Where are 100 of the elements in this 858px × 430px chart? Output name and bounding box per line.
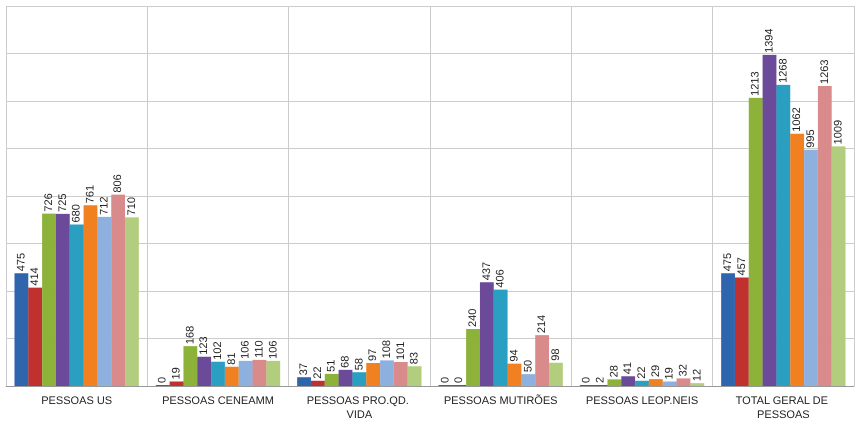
bar — [521, 374, 536, 386]
bar — [84, 205, 98, 386]
data-label: 28 — [608, 365, 620, 378]
data-label: 12 — [691, 368, 704, 382]
data-label: 0 — [156, 376, 169, 383]
bar — [394, 362, 408, 386]
data-label: 1268 — [777, 58, 790, 83]
data-label: 106 — [240, 340, 252, 359]
data-label: 725 — [56, 193, 69, 212]
bar — [776, 84, 790, 386]
bar — [56, 214, 70, 386]
bar — [211, 362, 225, 386]
data-label: 437 — [480, 262, 493, 280]
bar — [721, 273, 735, 386]
data-label: 712 — [98, 196, 110, 215]
data-label: 414 — [29, 267, 42, 286]
bar — [111, 194, 126, 386]
bar — [183, 346, 198, 386]
data-label: 98 — [550, 348, 562, 361]
data-label: 475 — [722, 252, 734, 272]
data-label: 102 — [212, 341, 224, 360]
x-tick-label: PESSOAS PRO.QD. VIDA — [306, 395, 412, 421]
data-label: 101 — [394, 342, 407, 360]
data-label: 29 — [650, 364, 662, 378]
bar — [352, 372, 366, 386]
data-label: 106 — [267, 340, 280, 359]
data-label: 81 — [226, 352, 238, 365]
data-label: 457 — [736, 257, 748, 276]
bar — [535, 335, 550, 386]
data-label: 1263 — [818, 60, 831, 84]
data-label: 726 — [43, 193, 56, 212]
data-label: 19 — [170, 367, 183, 380]
data-label: 68 — [340, 356, 352, 368]
bar — [366, 362, 380, 386]
data-label: 710 — [126, 197, 138, 216]
bar — [635, 380, 649, 386]
bar — [648, 379, 663, 386]
bar — [266, 360, 280, 386]
data-label: 50 — [522, 360, 534, 372]
data-label: 94 — [508, 349, 520, 362]
data-label: 58 — [353, 358, 366, 370]
bar — [480, 282, 494, 386]
bar — [224, 366, 239, 386]
bar — [70, 224, 84, 386]
bar — [832, 146, 846, 386]
x-tick-label: PESSOAS CENEAMM — [162, 395, 274, 407]
bar — [494, 290, 508, 386]
bar — [748, 98, 763, 386]
data-label: 1394 — [764, 28, 776, 53]
data-label: 32 — [677, 364, 690, 376]
bar — [662, 381, 677, 386]
data-label: 0 — [439, 376, 452, 383]
bar — [408, 366, 422, 386]
bar — [549, 362, 563, 386]
data-label: 22 — [636, 366, 648, 379]
data-label: 41 — [622, 362, 634, 374]
data-label: 123 — [198, 336, 210, 355]
data-label: 240 — [467, 308, 480, 327]
data-label: 1062 — [791, 107, 804, 132]
data-label: 108 — [380, 340, 393, 358]
data-label: 0 — [453, 376, 466, 383]
bar — [252, 360, 266, 386]
bar — [380, 360, 394, 386]
bar — [804, 150, 818, 386]
x-tick-label: PESSOAS LEOP.NEIS — [586, 395, 698, 407]
data-label: 22 — [312, 366, 324, 379]
bar — [170, 381, 184, 386]
data-label: 761 — [84, 184, 96, 204]
data-label: 406 — [494, 269, 507, 288]
data-label: 1009 — [832, 120, 845, 144]
x-tick-label: PESSOAS US — [41, 395, 112, 407]
bar — [297, 377, 311, 386]
data-label: 110 — [253, 340, 266, 358]
bar — [338, 370, 352, 386]
x-tick-label: PESSOAS MUTIRÕES — [444, 394, 558, 407]
bar — [818, 86, 832, 386]
bar — [14, 273, 28, 386]
data-label: 97 — [367, 348, 380, 361]
data-label: 19 — [664, 367, 676, 380]
bar — [97, 216, 112, 386]
bar — [466, 329, 480, 386]
bar — [508, 364, 522, 386]
bar — [621, 376, 636, 386]
data-label: 37 — [298, 362, 310, 376]
bar — [690, 383, 704, 386]
bar — [28, 288, 42, 386]
bar — [607, 379, 622, 386]
bar — [324, 374, 339, 386]
bar — [734, 277, 749, 386]
data-label: 0 — [580, 376, 593, 383]
bar — [310, 380, 325, 386]
data-label: 83 — [408, 352, 421, 364]
data-label: 680 — [70, 204, 83, 222]
data-label: 51 — [326, 360, 338, 372]
data-label: 168 — [184, 326, 196, 344]
data-label: 995 — [804, 129, 817, 148]
bar — [238, 360, 253, 386]
bar — [42, 214, 56, 386]
x-tick-label: TOTAL GERAL DE PESSOAS — [736, 395, 832, 421]
data-label: 1213 — [750, 71, 762, 96]
